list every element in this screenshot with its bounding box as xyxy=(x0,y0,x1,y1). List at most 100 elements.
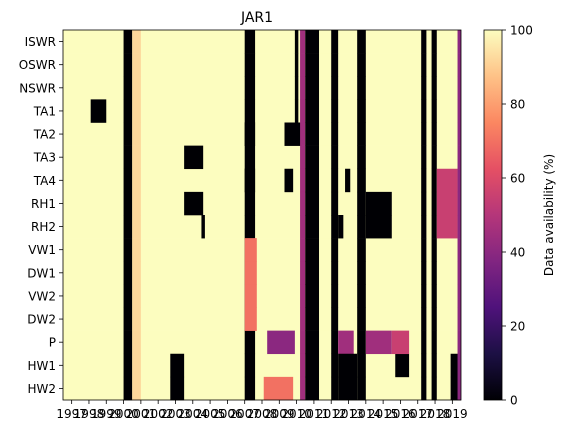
cell-period xyxy=(331,261,339,285)
cell-period xyxy=(421,307,427,331)
cell-period xyxy=(305,307,320,331)
colorbar-label: Data availability (%) xyxy=(542,154,556,276)
cell-period xyxy=(431,307,437,331)
cell-period xyxy=(123,168,133,193)
cell-rh1 xyxy=(63,191,461,216)
cell-period xyxy=(319,376,332,401)
cell-period xyxy=(421,76,427,100)
cell-period xyxy=(184,191,204,216)
cell-period xyxy=(421,376,427,401)
cell-period xyxy=(421,353,427,378)
cell-period xyxy=(431,238,437,262)
cell-period xyxy=(305,330,320,355)
year-label: 2000 xyxy=(108,407,139,421)
cell-period xyxy=(457,353,461,378)
cell-period xyxy=(305,122,320,146)
cell-period xyxy=(421,238,427,262)
cell-period xyxy=(319,168,332,193)
cell-ta1 xyxy=(63,99,461,123)
cell-period xyxy=(305,376,320,401)
cell-period xyxy=(431,215,437,239)
cell-period xyxy=(244,261,257,285)
cell-period xyxy=(90,99,107,123)
cell-rh2 xyxy=(63,215,461,239)
cell-period xyxy=(305,191,320,216)
cell-period xyxy=(123,30,133,54)
cell-period xyxy=(391,330,410,355)
cell-period xyxy=(123,353,133,378)
cell-period xyxy=(132,30,141,54)
cell-period xyxy=(305,238,320,262)
cell-period xyxy=(457,76,461,100)
cell-period xyxy=(244,330,256,355)
cell-period xyxy=(123,53,133,77)
cell-period xyxy=(300,284,306,308)
cell-period xyxy=(123,376,133,401)
cell-period xyxy=(457,145,461,170)
colorbar xyxy=(483,29,503,401)
cell-period xyxy=(431,168,437,193)
cell-period xyxy=(170,376,185,401)
colorbar-ticks: 0 20 40 60 80 100 xyxy=(502,24,533,408)
cell-period xyxy=(421,261,427,285)
cell-period xyxy=(457,215,461,239)
cell-period xyxy=(357,30,366,54)
cell-period xyxy=(357,122,366,146)
cell-period xyxy=(123,99,133,123)
cell-period xyxy=(331,376,339,401)
cell-period xyxy=(244,76,256,100)
row-label: NSWR xyxy=(19,81,56,95)
cell-period xyxy=(331,76,339,100)
cell-period xyxy=(319,30,332,54)
year-label: 2006 xyxy=(212,407,243,421)
year-label: 1999 xyxy=(91,407,122,421)
year-label: 2010 xyxy=(281,407,312,421)
cell-period xyxy=(244,376,256,401)
cell-period xyxy=(319,353,332,378)
cell-period xyxy=(123,215,133,239)
cell-period xyxy=(421,284,427,308)
row-label: VW1 xyxy=(28,243,56,257)
cell-period xyxy=(244,307,257,331)
cell-period xyxy=(132,145,141,170)
cell-period xyxy=(338,353,358,378)
year-label: 1998 xyxy=(74,407,105,421)
cell-period xyxy=(294,76,299,100)
cell-period xyxy=(132,353,141,378)
cell-period xyxy=(357,215,366,239)
cell-period xyxy=(331,168,339,193)
cell-period xyxy=(170,353,185,378)
row-label: RH1 xyxy=(31,197,56,211)
cell-period xyxy=(123,330,133,355)
cell-period xyxy=(365,215,392,239)
cell-period xyxy=(300,99,306,123)
cell-period xyxy=(319,191,332,216)
cell-period xyxy=(431,76,437,100)
cell-period xyxy=(319,53,332,77)
cell-period xyxy=(331,238,339,262)
cell-period xyxy=(431,191,437,216)
cell-period xyxy=(421,122,427,146)
cell-period xyxy=(300,330,306,355)
chart-title: JAR1 xyxy=(240,10,273,26)
cell-period xyxy=(457,99,461,123)
cell-period xyxy=(305,261,320,285)
cell-period xyxy=(294,53,299,77)
cell-period xyxy=(431,284,437,308)
cell-period xyxy=(436,215,458,239)
cell-period xyxy=(132,238,141,262)
cell-period xyxy=(431,30,437,54)
cell-nswr xyxy=(63,76,461,100)
cell-period xyxy=(457,376,461,401)
cell-period xyxy=(319,284,332,308)
cell-period xyxy=(331,307,339,331)
cell-period xyxy=(331,53,339,77)
cell-period xyxy=(123,145,133,170)
cell-period xyxy=(300,168,306,193)
cell-period xyxy=(331,284,339,308)
cell-period xyxy=(244,238,257,262)
cell-period xyxy=(338,376,358,401)
row-label: P xyxy=(49,336,56,350)
cell-period xyxy=(357,353,366,378)
cell-period xyxy=(357,168,366,193)
